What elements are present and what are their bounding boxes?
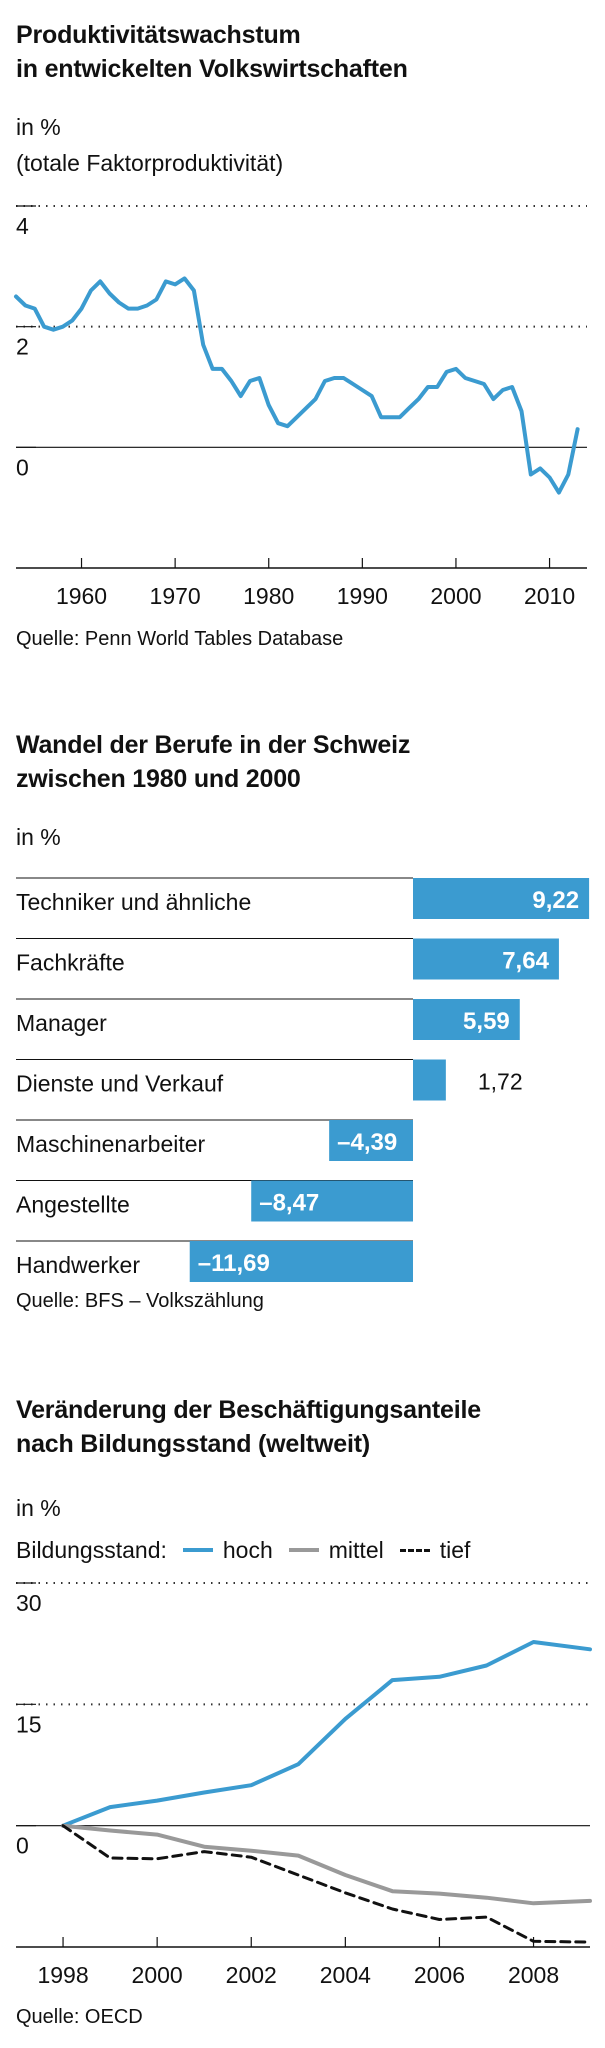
chart1-subtitle: (totale Faktorproduktivität)	[16, 150, 284, 176]
chart1-xtick-label: 1970	[150, 583, 201, 609]
chart3-title: Veränderung der Beschäftigungsanteile na…	[16, 1393, 481, 1461]
chart1-xtick-label: 2010	[524, 583, 575, 609]
chart1-source: Quelle: Penn World Tables Database	[16, 628, 344, 650]
legend-swatch-tief	[399, 1548, 430, 1552]
chart2-category-label: Dienste und Verkauf	[16, 1071, 224, 1097]
chart3-ytick-label: 0	[16, 1833, 29, 1859]
chart3-source: Quelle: OECD	[16, 2006, 143, 2028]
chart1-title-line2: in entwickelten Volkswirtschaften	[16, 55, 408, 83]
chart3-series-tief	[61, 1824, 592, 1944]
legend-label-mittel: mittel	[328, 1536, 384, 1563]
chart3-title-line2: nach Bildungsstand (weltweit)	[16, 1430, 370, 1458]
chart3-ytick-label: 30	[16, 1590, 42, 1616]
chart3-xtick-label: 2004	[320, 1962, 371, 1988]
legend-title: Bildungsstand:	[16, 1536, 167, 1563]
legend-label-tief: tief	[439, 1536, 471, 1563]
chart1-title-line1: Produktivitätswachstum	[16, 21, 301, 49]
legend-item-hoch: hoch	[182, 1536, 273, 1564]
chart2-value-label: –11,69	[198, 1250, 270, 1277]
chart3-ytick-label: 15	[16, 1711, 42, 1737]
chart3-unit: in %	[16, 1495, 61, 1521]
chart3-legend: Bildungsstand: hoch mittel tief	[16, 1535, 470, 1565]
chart2-value-label: 5,59	[463, 1008, 510, 1035]
chart3-xtick-label: 2008	[508, 1962, 559, 1988]
chart2-bar	[413, 938, 559, 980]
chart2-value-label: 7,64	[502, 948, 549, 975]
chart2-unit: in %	[16, 824, 61, 850]
chart1-unit: in %	[16, 114, 61, 140]
chart2-category-label: Handwerker	[16, 1252, 140, 1278]
legend-item-mittel: mittel	[288, 1536, 384, 1564]
legend-swatch-mittel	[288, 1548, 319, 1552]
chart2-value-label: –4,39	[337, 1129, 397, 1156]
chart3-series-hoch	[61, 1640, 592, 1828]
chart2-category-label: Fachkräfte	[16, 950, 125, 976]
chart1-ytick-label: 2	[16, 334, 29, 360]
chart3-xtick-label: 2000	[132, 1962, 183, 1988]
chart2-bar	[189, 1241, 413, 1282]
chart2-title-line1: Wandel der Berufe in der Schweiz	[16, 731, 411, 759]
chart2-category-label: Maschinenarbeiter	[16, 1131, 206, 1157]
chart2-value-label: –8,47	[259, 1190, 319, 1217]
chart1-title: Produktivitätswachstum in entwickelten V…	[16, 18, 408, 86]
chart1-xtick-label: 1990	[337, 583, 388, 609]
chart2-category-label: Manager	[16, 1010, 107, 1036]
chart2-title-line2: zwischen 1980 und 2000	[16, 765, 301, 793]
legend-swatch-hoch	[182, 1548, 213, 1552]
chart1-xtick-label: 1980	[243, 583, 294, 609]
chart2-bar	[251, 1180, 413, 1222]
chart2-plot: Techniker und ähnliche 9,22 Fachkräfte 7,64…	[16, 877, 590, 1282]
chart1-ytick-label: 4	[16, 213, 29, 239]
chart3-xtick-label: 1998	[37, 1962, 88, 1988]
legend-item-tief: tief	[399, 1536, 471, 1564]
chart3-plot: 30 15 0 1998 2000 2002 2004 2006 2008	[16, 1582, 592, 1988]
chart3-series-mittel	[61, 1823, 592, 1906]
chart3-xtick-label: 2002	[226, 1962, 277, 1988]
chart1-ytick-label: 0	[16, 454, 29, 480]
chart2-bar	[413, 1059, 446, 1101]
chart1-plot: 4 2 0 1960 1970 1980 1990 2000 2010	[14, 205, 587, 609]
chart3-title-line1: Veränderung der Beschäftigungsanteile	[16, 1396, 481, 1424]
legend-label-hoch: hoch	[222, 1536, 273, 1563]
chart2-bar	[413, 999, 520, 1040]
chart2-bar	[413, 878, 590, 919]
chart3-xtick-label: 2006	[414, 1962, 465, 1988]
chart2-bar	[329, 1120, 413, 1161]
chart2-value-label: 1,72	[478, 1069, 523, 1095]
chart2-category-label: Techniker und ähnliche	[16, 889, 251, 915]
chart1-xtick-label: 2000	[430, 583, 481, 609]
chart2-title: Wandel der Berufe in der Schweiz zwische…	[16, 728, 410, 796]
chart2-source: Quelle: BFS – Volkszählung	[16, 1290, 264, 1312]
chart1-xtick-label: 1960	[56, 583, 107, 609]
chart2-value-label: 9,22	[532, 887, 579, 914]
chart2-category-label: Angestellte	[16, 1192, 130, 1218]
chart1-series-totale-faktorproduktivit-t	[14, 276, 580, 495]
